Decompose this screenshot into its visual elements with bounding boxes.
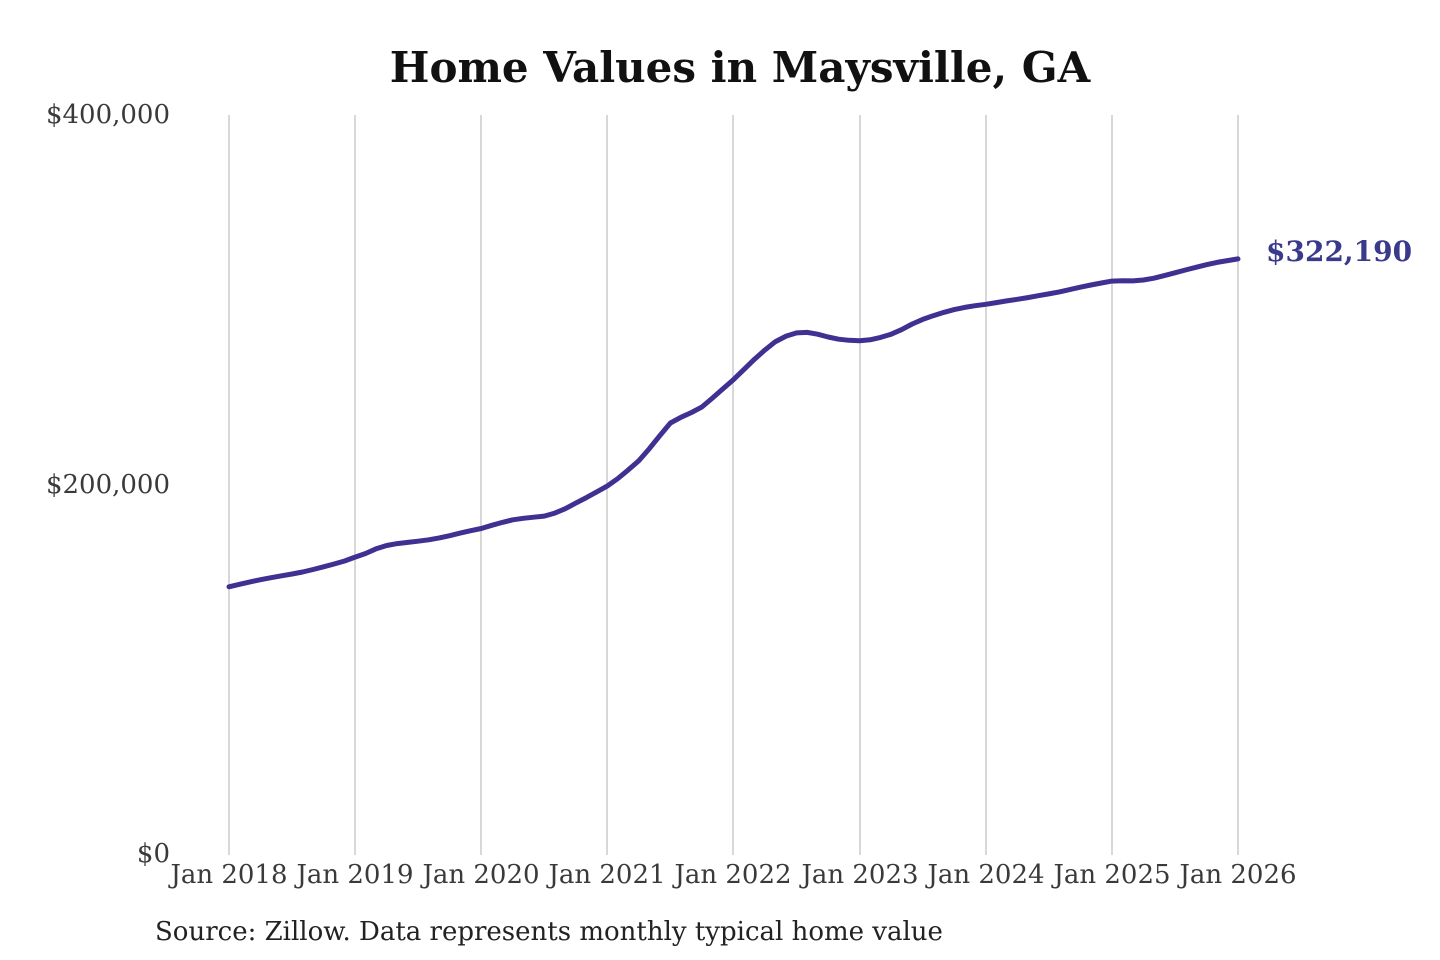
x-tick-jan-2021: Jan 2021 bbox=[545, 860, 665, 890]
vertical-gridlines bbox=[228, 115, 1239, 855]
x-tick-jan-2023: Jan 2023 bbox=[798, 860, 918, 890]
home-value-line bbox=[226, 256, 1241, 590]
latest-value-label: $322,190 bbox=[1266, 235, 1412, 268]
y-tick-0: $0 bbox=[137, 839, 170, 869]
x-tick-jan-2024: Jan 2024 bbox=[924, 860, 1044, 890]
x-tick-jan-2020: Jan 2020 bbox=[419, 860, 539, 890]
y-tick-200k: $200,000 bbox=[46, 470, 170, 500]
y-axis-tick-labels: $400,000 $200,000 $0 bbox=[46, 100, 170, 869]
x-axis-tick-labels: Jan 2018 Jan 2019 Jan 2020 Jan 2021 Jan … bbox=[167, 860, 1296, 890]
x-tick-jan-2026: Jan 2026 bbox=[1176, 860, 1296, 890]
source-note: Source: Zillow. Data represents monthly … bbox=[155, 917, 943, 947]
x-tick-jan-2022: Jan 2022 bbox=[671, 860, 791, 890]
x-tick-jan-2019: Jan 2019 bbox=[293, 860, 413, 890]
x-tick-jan-2018: Jan 2018 bbox=[167, 860, 287, 890]
x-tick-jan-2025: Jan 2025 bbox=[1050, 860, 1170, 890]
y-tick-400k: $400,000 bbox=[46, 100, 170, 130]
chart-title: Home Values in Maysville, GA bbox=[390, 43, 1092, 92]
